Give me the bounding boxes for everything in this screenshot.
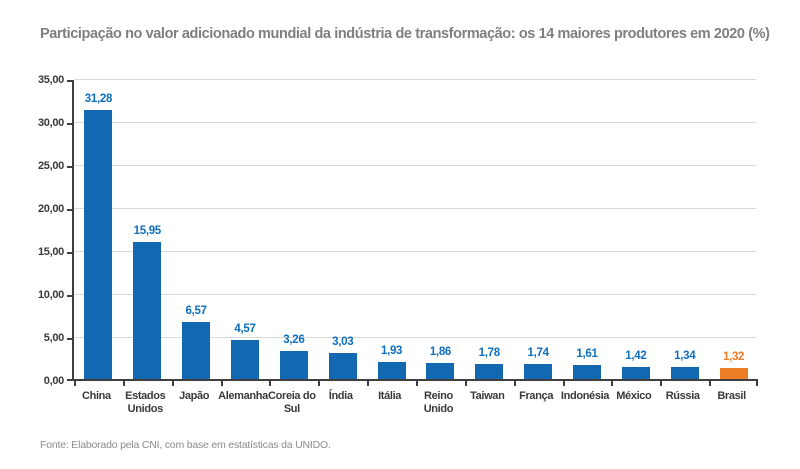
y-axis-tick [67, 379, 72, 381]
bar-value-label: 15,95 [133, 225, 162, 237]
y-axis-tick [67, 295, 72, 297]
x-axis-tick [416, 379, 418, 386]
bar-value-label: 1,74 [527, 347, 549, 359]
gridline [74, 251, 756, 252]
y-axis-tick [67, 338, 72, 340]
y-axis-tick [67, 80, 72, 82]
y-axis-tick [67, 252, 72, 254]
bar-estados-unidos [133, 242, 162, 379]
category-label: Itália [378, 390, 402, 402]
x-axis-tick [660, 379, 662, 386]
category-label: Alemanha [218, 390, 268, 402]
x-axis-tick [611, 379, 613, 386]
chart-title: Participação no valor adicionado mundial… [40, 26, 770, 42]
bar-alemanha [231, 340, 259, 379]
gridline [74, 165, 756, 166]
bar-brasil [719, 368, 748, 379]
category-label: Brasil [717, 390, 746, 402]
x-axis-tick [221, 379, 223, 386]
y-axis-tick-label: 25,00 [37, 160, 64, 172]
y-axis-tick-label: 5,00 [43, 332, 65, 344]
bar-value-label: 1,32 [722, 351, 745, 363]
x-axis-tick [318, 379, 320, 386]
bar-value-label: 6,57 [185, 305, 207, 317]
x-axis-tick [465, 379, 467, 386]
bar-value-label: 4,57 [234, 323, 256, 335]
y-axis-tick [67, 123, 72, 125]
y-axis-tick [67, 209, 72, 211]
gridline [74, 337, 756, 338]
category-label: Estados Unidos [125, 390, 166, 415]
bar-value-label: 1,42 [625, 350, 647, 362]
y-axis-tick [67, 166, 72, 168]
category-label: Índia [328, 390, 353, 402]
x-axis-tick [563, 379, 565, 386]
bar-indonésia [573, 365, 601, 379]
bar-reino-unido [426, 363, 455, 379]
category-label: México [616, 390, 652, 402]
category-label: Coreia do Sul [268, 390, 316, 415]
y-axis-tick-label: 35,00 [37, 74, 64, 86]
bar-value-label: 1,78 [478, 347, 500, 359]
x-axis-tick [756, 379, 758, 386]
bar-value-label: 3,03 [332, 336, 354, 348]
category-label: Taiwan [470, 390, 505, 402]
bar-value-label: 31,28 [84, 93, 113, 105]
bar-japão [182, 322, 211, 379]
bar-frança [524, 364, 553, 379]
x-axis-tick [74, 379, 76, 386]
bar-value-label: 1,86 [429, 346, 452, 358]
x-axis-tick [172, 379, 174, 386]
bar-china [84, 110, 113, 379]
bar-itália [377, 362, 406, 379]
x-axis-tick [514, 379, 516, 386]
y-axis-tick-label: 10,00 [37, 289, 64, 301]
bar-value-label: 1,93 [380, 345, 403, 357]
gridline [74, 79, 756, 80]
bar-taiwan [475, 364, 504, 379]
bar-coreia-do-sul [279, 351, 308, 379]
bar-value-label: 3,26 [283, 334, 305, 346]
bar-méxico [621, 367, 650, 379]
category-label: Japão [179, 390, 210, 402]
x-axis-tick [367, 379, 369, 386]
plot-area: 31,28 15,95 6,57 4,57 3,26 3,03 1,93 1,86 1,78 1,… [67, 79, 758, 386]
x-axis-tick [269, 379, 271, 386]
gridline [74, 208, 756, 209]
category-label: França [519, 390, 554, 402]
bar-rússia [670, 367, 699, 379]
x-axis-tick [123, 379, 125, 386]
y-axis-tick-label: 30,00 [37, 117, 64, 129]
bar-value-label: 1,34 [674, 350, 696, 362]
x-axis-labels: China Estados Unidos Japão Alemanha Coreia d… [72, 390, 756, 424]
category-label: Indonésia [560, 390, 610, 402]
category-label: Reino Unido [423, 390, 454, 415]
gridline [74, 122, 756, 123]
bar-value-label: 1,61 [576, 348, 598, 360]
source-note: Fonte: Elaborado pela CNI, com base em e… [40, 439, 331, 451]
x-axis-tick [709, 379, 711, 386]
y-axis-tick-label: 15,00 [37, 246, 64, 258]
y-axis-tick-label: 20,00 [37, 203, 64, 215]
category-label: Rússia [665, 390, 700, 402]
gridline [74, 294, 756, 295]
category-label: China [82, 390, 111, 402]
bar-índia [328, 353, 357, 379]
y-axis-tick-label: 0,00 [43, 375, 65, 387]
